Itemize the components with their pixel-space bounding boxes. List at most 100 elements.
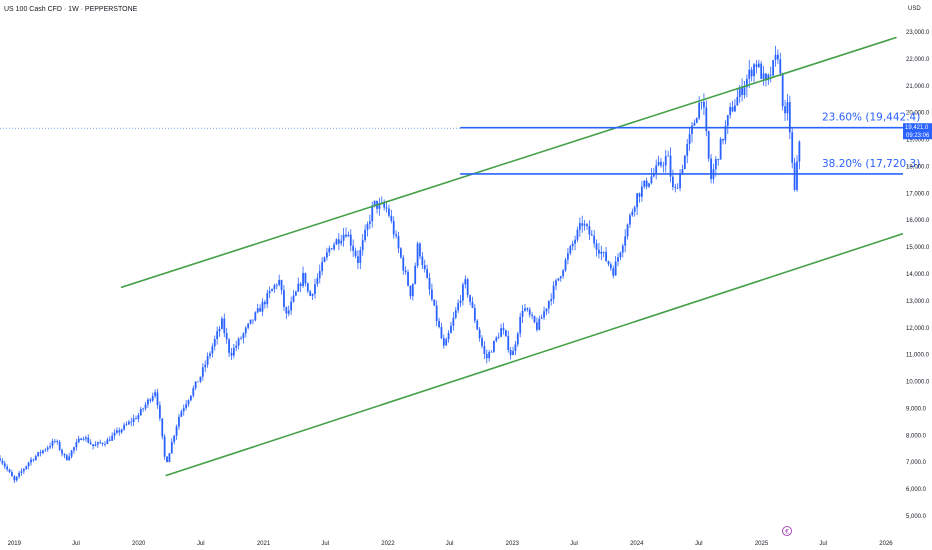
y-tick-label-16: 8,000.0	[906, 433, 927, 439]
candle-body-2019-11-19	[123, 424, 125, 430]
candle-body-2021-09-21	[352, 245, 355, 251]
x-tick-label-6: Jul	[321, 541, 329, 547]
candle-body-2023-07-11	[576, 229, 579, 240]
candle-body-2023-05-23	[559, 276, 562, 279]
candle-body-2024-06-18	[693, 122, 696, 126]
candle-body-2022-02-22	[404, 270, 407, 273]
candle-body-2020-01-07	[139, 408, 142, 416]
candle-body-2021-06-15	[318, 271, 321, 278]
x-tick-label-12: Jul	[695, 541, 703, 547]
candle-body-2023-09-19	[600, 251, 603, 254]
candle-body-2024-04-09	[669, 155, 672, 177]
candle-body-2023-12-12	[629, 215, 631, 225]
candle-body-2020-08-04	[211, 346, 214, 354]
event-icon[interactable]: €	[782, 526, 792, 536]
candle-body-2021-08-24	[342, 234, 345, 241]
candle-body-2023-05-30	[562, 270, 565, 277]
candle-body-2023-02-28	[531, 314, 534, 317]
candle-body-2020-03-03	[158, 405, 161, 419]
candle-body-2020-09-22	[228, 339, 230, 353]
candle-body-2023-02-07	[524, 308, 526, 311]
candle-body-2021-10-19	[361, 240, 364, 251]
candle-body-2022-09-06	[471, 301, 474, 308]
candle-body-2022-11-29	[500, 328, 502, 337]
candle-body-2024-12-03	[750, 69, 753, 77]
price-axis[interactable]: 23,000.0 22,000.0 21,000.0 20,000.0 19,000.0…	[906, 30, 930, 520]
time-axis[interactable]: 2019 Jul 2020 Jul 2021 Jul 2022 Jul 2023 Jul 2024 J…	[8, 541, 894, 547]
candle-body-2020-02-11	[151, 396, 154, 401]
candle-body-2022-02-01	[397, 236, 400, 249]
candle-body-2023-09-05	[595, 243, 598, 250]
candle-body-2020-08-11	[213, 339, 216, 347]
candle-body-2023-02-14	[526, 308, 529, 310]
candle-body-2021-01-26	[271, 289, 273, 292]
candle-body-2024-07-23	[705, 107, 708, 132]
candle-body-2022-10-11	[483, 345, 486, 355]
chart-header: US 100 Cash CFD · 1W · PEPPERSTONE	[4, 6, 138, 13]
candle-body-2024-04-30	[676, 187, 679, 189]
candle-body-2022-11-08	[493, 340, 495, 352]
y-tick-label-2: 22,000.0	[906, 57, 930, 63]
candle-body-2022-08-30	[469, 295, 471, 302]
candle-body-2021-02-23	[280, 279, 283, 291]
candle-body-2020-09-15	[225, 333, 228, 340]
candle-body-2023-03-21	[538, 318, 541, 330]
y-tick-label-9: 15,000.0	[906, 245, 930, 251]
candle-body-2020-11-03	[242, 333, 245, 339]
candle-body-2023-12-19	[631, 211, 634, 216]
candle-body-2021-09-07	[347, 234, 350, 237]
candle-body-2020-04-21	[175, 426, 178, 436]
candle-body-2022-02-08	[399, 248, 402, 258]
y-tick-label-18: 6,000.0	[906, 487, 927, 493]
y-tick-label-13: 11,000.0	[906, 353, 930, 359]
candle-body-2022-09-27	[478, 329, 481, 339]
candle-body-2022-07-19	[454, 310, 457, 318]
candle-body-2021-05-25	[311, 293, 314, 296]
candle-body-2023-04-11	[545, 308, 548, 312]
candle-body-2024-05-21	[683, 155, 686, 170]
candle-body-2024-11-19	[745, 78, 748, 88]
candle-body-2021-04-13	[297, 283, 300, 292]
candle-body-2024-04-16	[672, 176, 674, 187]
candle-body-2022-01-11	[390, 215, 393, 221]
fib-level-label-1: 23.60% (19,442.4)	[822, 112, 920, 124]
candle-body-2019-07-02	[75, 442, 78, 448]
y-tick-label-8: 16,000.0	[906, 218, 930, 224]
candle-body-2024-02-06	[648, 183, 650, 187]
x-tick-label-13: 2025	[755, 541, 769, 547]
candle-body-2020-05-05	[180, 411, 183, 417]
candle-body-2019-04-16	[49, 446, 52, 448]
candle-body-2022-08-16	[464, 279, 467, 285]
candle-body-2021-10-05	[357, 256, 359, 263]
candle-body-2024-12-31	[760, 63, 763, 79]
candle-body-2019-02-05	[25, 466, 28, 470]
candle-body-2023-10-24	[612, 268, 615, 276]
candle-body-2020-05-12	[182, 408, 185, 412]
candle-body-2018-11-20	[0, 458, 1, 461]
candle-body-2024-09-24	[726, 115, 729, 126]
candle-body-2023-05-16	[557, 278, 560, 281]
candle-body-2023-09-26	[602, 251, 605, 253]
x-tick-label-10: Jul	[570, 541, 578, 547]
candle-body-2022-04-05	[419, 243, 421, 257]
x-tick-label-1: 2019	[8, 541, 22, 547]
candle-body-2023-11-07	[617, 257, 619, 262]
candle-body-2023-07-25	[581, 223, 584, 226]
candle-body-2023-02-21	[528, 309, 531, 315]
candle-body-2020-10-06	[232, 347, 235, 356]
candle-body-2020-07-21	[206, 356, 209, 365]
y-tick-label-15: 9,000.0	[906, 406, 927, 412]
candle-body-2024-10-08	[731, 106, 734, 112]
candle-body-2020-06-09	[192, 388, 195, 396]
candle-body-2019-12-17	[132, 418, 135, 423]
candle-body-2024-10-01	[729, 106, 732, 116]
candle-body-2024-08-06	[710, 158, 712, 180]
candle-body-2022-06-07	[440, 327, 443, 339]
candle-body-2020-10-20	[237, 338, 240, 346]
y-tick-label-19: 5,000.0	[906, 514, 927, 520]
candle-body-2020-04-28	[178, 416, 180, 427]
x-tick-label-8: Jul	[446, 541, 454, 547]
y-tick-label-6: 18,000.0	[906, 164, 930, 170]
candle-body-2025-02-18	[776, 54, 779, 60]
